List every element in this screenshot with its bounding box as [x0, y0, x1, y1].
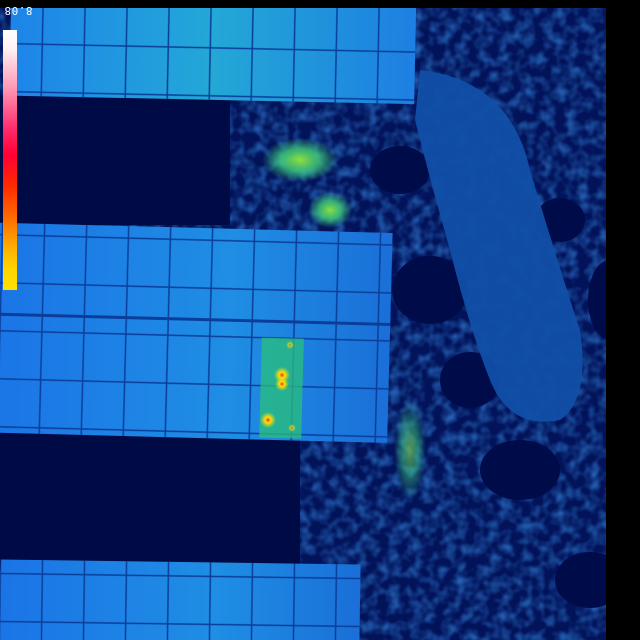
scale-max-label: 8.08 — [4, 4, 33, 17]
temperature-colorbar — [3, 30, 17, 290]
warm-patch-3 — [394, 400, 426, 500]
hotspots — [260, 341, 296, 432]
solar-panel-row-2 — [0, 222, 393, 443]
frame-edge-top — [0, 0, 640, 8]
pond — [415, 70, 583, 422]
shadow-left-upper — [0, 95, 230, 225]
frame-edge-right — [606, 0, 640, 640]
solar-panel-row-3 — [0, 559, 361, 640]
solar-panel-row-1 — [9, 0, 417, 105]
warm-patch-2 — [308, 192, 352, 228]
warm-patch-1 — [262, 138, 338, 182]
